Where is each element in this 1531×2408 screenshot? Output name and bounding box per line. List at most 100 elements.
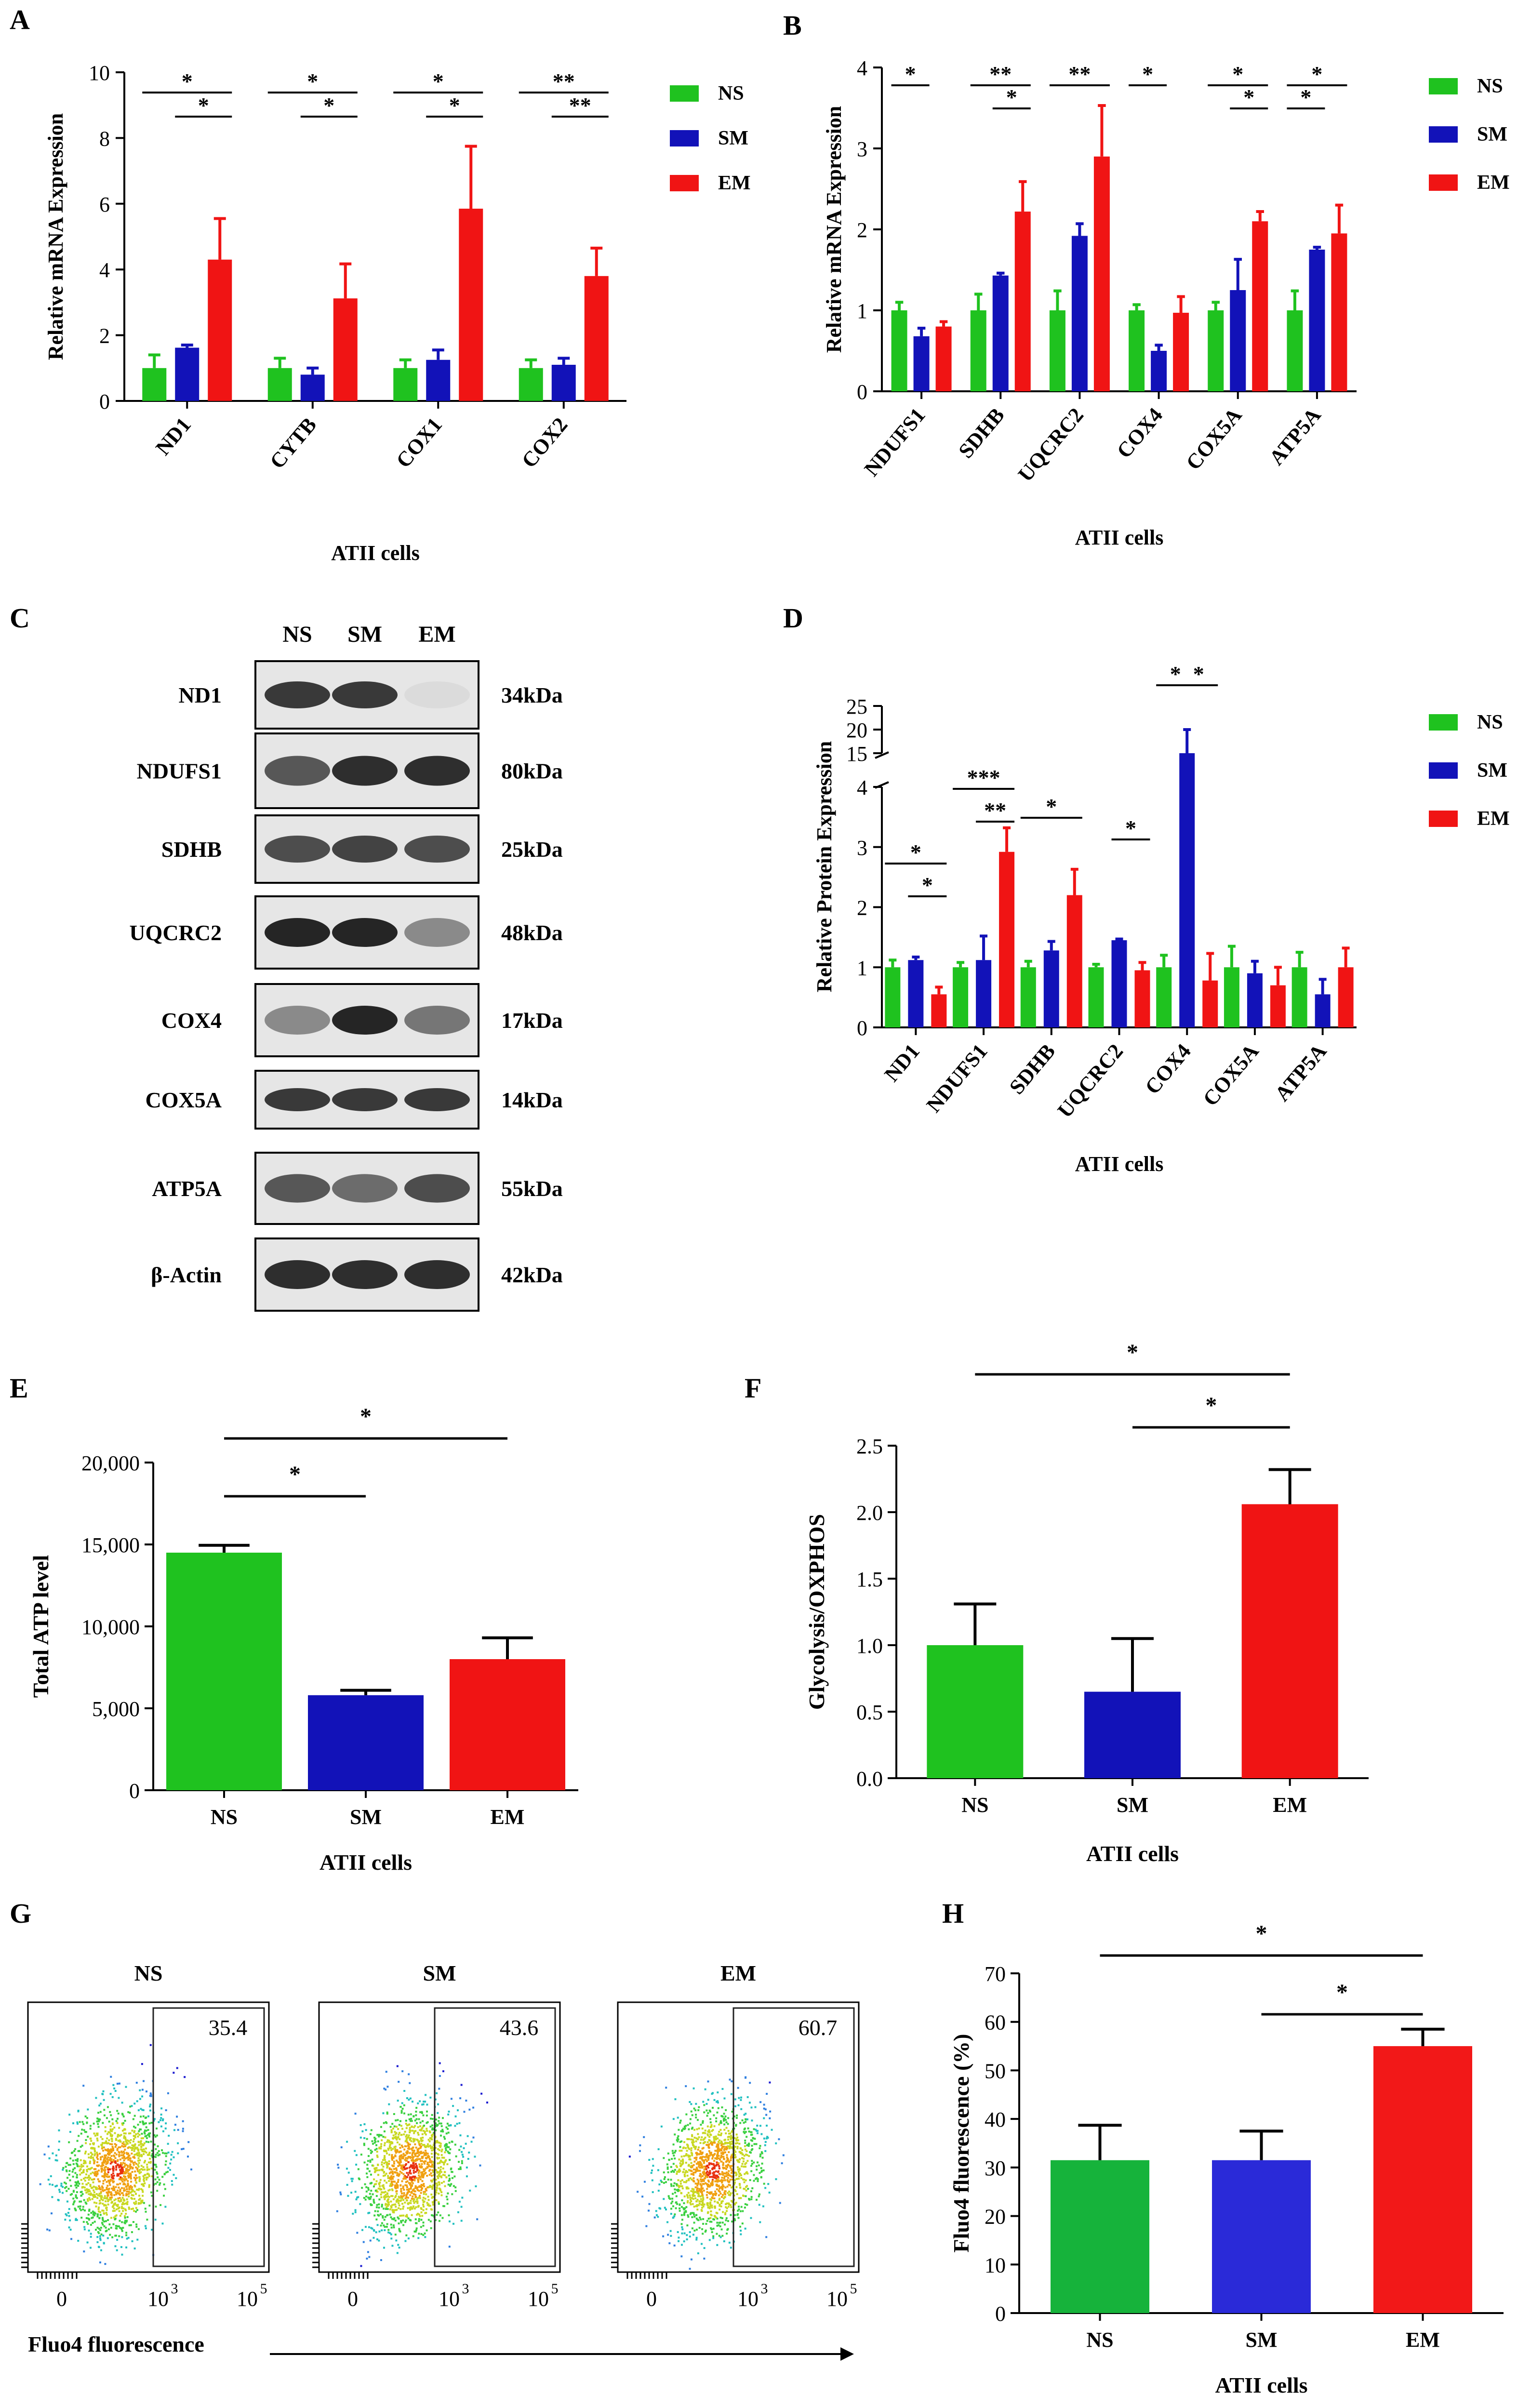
flow-event bbox=[734, 2214, 736, 2216]
flow-event bbox=[131, 2197, 133, 2200]
flow-event bbox=[141, 2063, 143, 2065]
flow-event bbox=[463, 2111, 466, 2113]
flow-event bbox=[126, 2216, 129, 2218]
flow-event bbox=[418, 2190, 420, 2192]
bar-sm-cox4 bbox=[1151, 351, 1167, 391]
flow-event bbox=[686, 2224, 689, 2227]
flow-event bbox=[721, 2217, 723, 2220]
flow-event bbox=[90, 2172, 92, 2175]
flow-event bbox=[381, 2139, 383, 2142]
flow-event bbox=[712, 2227, 715, 2230]
flow-event bbox=[427, 2139, 430, 2141]
flow-event bbox=[413, 2156, 415, 2158]
flow-event bbox=[744, 2227, 746, 2230]
flow-event bbox=[383, 2144, 386, 2146]
flow-x-tick-label: 10 bbox=[147, 2287, 169, 2311]
flow-event bbox=[104, 2160, 107, 2163]
flow-event bbox=[401, 2070, 404, 2073]
significance-star: * bbox=[1311, 62, 1322, 86]
flow-event bbox=[382, 2159, 384, 2161]
flow-event bbox=[393, 2226, 395, 2229]
flow-event bbox=[697, 2161, 699, 2164]
flow-event bbox=[137, 2166, 140, 2168]
flow-event bbox=[90, 2152, 93, 2154]
flow-event bbox=[144, 2160, 146, 2162]
flow-event bbox=[102, 2182, 105, 2185]
flow-event bbox=[660, 2125, 663, 2128]
flow-event bbox=[712, 2195, 714, 2197]
flow-event bbox=[462, 2155, 465, 2158]
flow-event bbox=[390, 2131, 393, 2133]
flow-event bbox=[433, 2132, 435, 2134]
flow-event bbox=[131, 2186, 133, 2188]
flow-event bbox=[719, 2205, 721, 2207]
flow-event bbox=[391, 2188, 393, 2191]
flow-event bbox=[718, 2189, 720, 2192]
flow-event bbox=[441, 2156, 443, 2159]
flow-event bbox=[374, 2138, 377, 2140]
flow-event bbox=[760, 2176, 762, 2178]
bar-em-cox4 bbox=[1173, 313, 1189, 391]
flow-event bbox=[446, 2203, 449, 2205]
flow-event bbox=[93, 2191, 95, 2194]
flow-event bbox=[431, 2156, 433, 2158]
flow-event bbox=[398, 2161, 400, 2164]
flow-event bbox=[108, 2139, 110, 2142]
flow-event bbox=[97, 2194, 99, 2196]
flow-event bbox=[705, 2182, 707, 2184]
flow-event bbox=[103, 2142, 106, 2144]
x-tick-label: CYTB bbox=[265, 413, 321, 473]
flow-event bbox=[422, 2173, 424, 2175]
flow-event bbox=[373, 2183, 376, 2185]
flow-event bbox=[400, 2144, 403, 2147]
flow-event bbox=[149, 2103, 152, 2106]
flow-event bbox=[431, 2124, 434, 2127]
flow-event bbox=[444, 2151, 446, 2154]
flow-event bbox=[114, 2161, 116, 2163]
flow-event bbox=[94, 2168, 97, 2170]
flow-event bbox=[657, 2216, 659, 2218]
flow-event bbox=[663, 2178, 666, 2181]
flow-event bbox=[146, 2219, 148, 2221]
flow-event bbox=[432, 2214, 434, 2217]
flow-event bbox=[99, 2153, 101, 2155]
flow-event bbox=[677, 2137, 679, 2139]
flow-event bbox=[75, 2186, 78, 2189]
flow-event bbox=[721, 2153, 724, 2155]
flow-event bbox=[710, 2183, 712, 2186]
flow-event bbox=[696, 2184, 699, 2187]
flow-event bbox=[391, 2157, 393, 2160]
flow-event bbox=[667, 2234, 669, 2236]
flow-event bbox=[87, 2135, 89, 2138]
flow-event bbox=[407, 2155, 410, 2158]
flow-event bbox=[416, 2197, 419, 2199]
flow-event bbox=[413, 2190, 415, 2193]
y-tick-label: 1 bbox=[857, 956, 867, 980]
bar-ns-cox4 bbox=[1129, 310, 1145, 391]
flow-event bbox=[415, 2227, 418, 2230]
flow-event bbox=[104, 2148, 107, 2151]
blot-band bbox=[332, 756, 398, 786]
flow-event bbox=[719, 2191, 721, 2193]
flow-event bbox=[113, 2087, 116, 2089]
flow-event bbox=[693, 2195, 696, 2197]
blot-size-label: 48kDa bbox=[501, 920, 563, 945]
flow-event bbox=[442, 2130, 444, 2133]
flow-event bbox=[683, 2212, 686, 2214]
flow-event bbox=[730, 2200, 732, 2202]
flow-event bbox=[116, 2189, 119, 2192]
flow-event bbox=[72, 2203, 75, 2206]
flow-event bbox=[399, 2159, 402, 2162]
flow-event bbox=[652, 2165, 654, 2167]
bar-em-nd1 bbox=[208, 259, 232, 401]
flow-event bbox=[402, 2214, 405, 2217]
flow-event bbox=[413, 2178, 416, 2181]
flow-event bbox=[416, 2158, 418, 2160]
flow-event bbox=[748, 2198, 751, 2201]
blot-band bbox=[265, 1088, 330, 1111]
flow-event bbox=[688, 2169, 690, 2171]
flow-event bbox=[726, 2147, 729, 2150]
flow-event bbox=[127, 2152, 130, 2155]
flow-event bbox=[683, 2168, 685, 2170]
flow-event bbox=[121, 2122, 123, 2125]
